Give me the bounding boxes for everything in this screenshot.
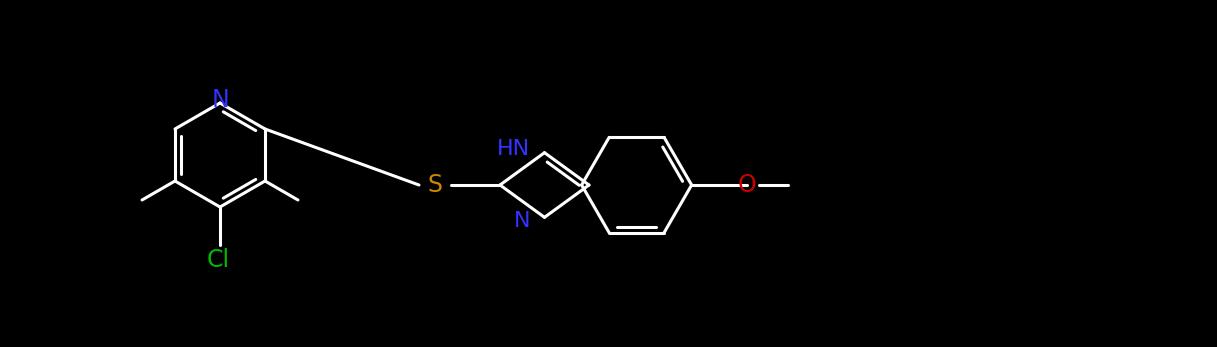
Text: N: N: [514, 211, 531, 231]
Text: N: N: [211, 88, 229, 112]
Text: S: S: [427, 173, 443, 197]
Text: O: O: [738, 173, 756, 197]
Text: HN: HN: [498, 139, 531, 159]
Text: Cl: Cl: [207, 248, 230, 272]
